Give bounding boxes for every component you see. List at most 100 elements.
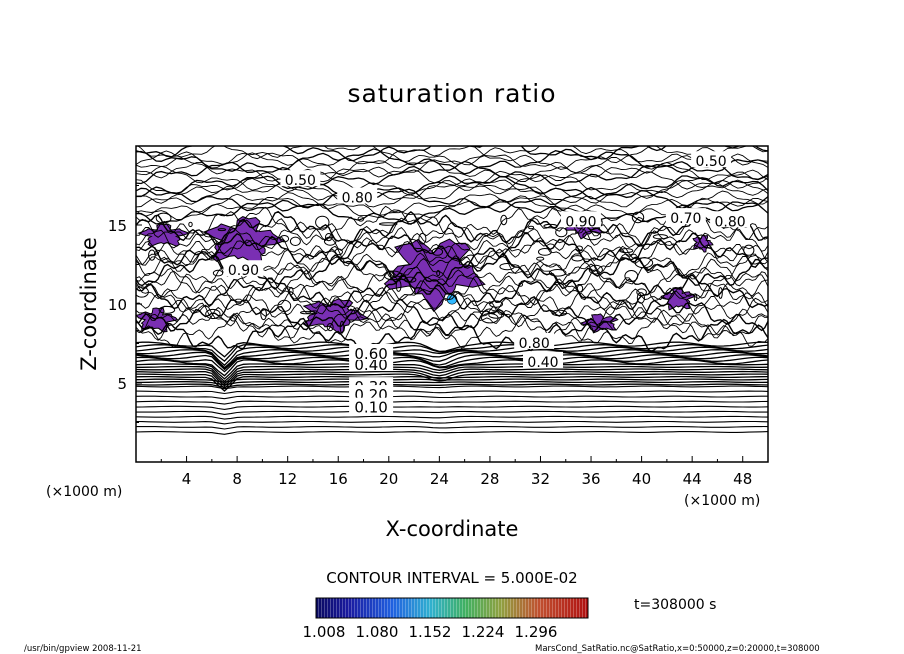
contour-loop <box>636 292 646 304</box>
contour-line <box>136 368 768 385</box>
contour-line <box>136 274 768 311</box>
contour-line <box>136 420 768 425</box>
contour-loop <box>555 227 568 238</box>
contour-line <box>136 400 768 405</box>
colorbar-tick-label: 1.296 <box>515 623 558 641</box>
y-tick-label: 10 <box>108 296 127 314</box>
contour-label-bg <box>349 397 394 414</box>
contour-line <box>136 146 768 170</box>
contour-line <box>136 146 768 162</box>
y-axis: 5 10 15 <box>108 185 142 423</box>
x-tick-label: 32 <box>531 470 550 488</box>
contour-loop <box>693 294 698 302</box>
contour-line <box>136 317 768 355</box>
contour-loop <box>339 320 345 334</box>
contour-loop <box>289 236 301 247</box>
contour-line <box>136 346 768 367</box>
contour-loop <box>300 310 316 315</box>
contour-loop <box>652 234 669 240</box>
contour-label: 0.50 <box>696 154 727 170</box>
contour-line <box>136 190 768 217</box>
contour-loop <box>277 299 292 312</box>
contour-label: 0.50 <box>285 173 316 189</box>
contour-line <box>136 363 768 380</box>
contour-loop <box>431 247 444 256</box>
contour-loop <box>212 269 224 277</box>
contour-label-bg <box>665 208 706 225</box>
contour-line <box>137 146 768 165</box>
colorbar-tick-label: 1.080 <box>356 623 399 641</box>
x-tick-label: 16 <box>329 470 348 488</box>
contour-loop <box>378 222 398 226</box>
plot-area: 0.300.200.100.400.600.500.500.800.900.70… <box>136 146 768 435</box>
colorbar-tick-label: 1.008 <box>303 623 346 641</box>
contour-label: 0.80 <box>714 214 745 230</box>
contour-line <box>136 313 768 349</box>
contour-loop <box>315 215 330 229</box>
contour-line <box>136 383 768 388</box>
x-axis-label: X-coordinate <box>386 517 519 541</box>
contour-loop <box>588 264 603 275</box>
x-tick-label: 48 <box>733 470 752 488</box>
colorbar: 1.008 1.080 1.152 1.224 1.296 <box>303 597 589 641</box>
contour-line <box>136 395 768 400</box>
footer-left: /usr/bin/gpview 2008-11-21 <box>24 644 142 654</box>
contour-line <box>136 390 768 395</box>
contour-loop <box>619 248 634 254</box>
contour-line <box>136 431 768 435</box>
x-tick-label: 36 <box>581 470 600 488</box>
contour-label-bg <box>337 187 378 204</box>
contour-loop <box>518 282 524 287</box>
supersaturated-region <box>692 234 714 253</box>
contour-label: 0.60 <box>354 345 387 363</box>
x-tick-label: 8 <box>232 470 242 488</box>
contour-line <box>136 164 768 191</box>
contour-loop <box>155 212 172 224</box>
contour-loop <box>323 236 337 246</box>
contour-line <box>136 359 768 377</box>
contour-loop <box>582 230 602 241</box>
contour-loop <box>718 287 723 299</box>
contour-loop <box>624 270 639 282</box>
contour-loop <box>499 263 515 271</box>
contour-line <box>136 269 768 306</box>
contour-line <box>136 349 768 369</box>
contour-loop <box>334 248 344 256</box>
contour-line <box>136 354 768 371</box>
contour-loop <box>571 255 584 262</box>
contour-line <box>136 290 768 328</box>
contour-label: 0.40 <box>354 356 387 374</box>
contour-line <box>136 415 768 420</box>
contour-loop <box>528 225 535 230</box>
contour-line <box>136 152 768 179</box>
contour-line <box>136 178 768 204</box>
x-unit-label-right: (×1000 m) <box>684 493 760 509</box>
contour-label: 0.90 <box>228 263 259 279</box>
contour-line <box>136 301 768 338</box>
contour-loop <box>538 248 552 256</box>
x-tick-label: 44 <box>683 470 702 488</box>
contour-loop <box>188 221 193 228</box>
contour-line <box>136 160 768 187</box>
y-axis-label: Z-coordinate <box>77 237 101 371</box>
time-label: t=308000 s <box>634 597 716 613</box>
contour-loop <box>543 223 558 229</box>
contour-loop <box>383 270 403 281</box>
contour-line <box>136 385 768 390</box>
contour-loop <box>536 256 545 261</box>
contour-line <box>136 169 768 196</box>
contour-line <box>136 148 768 175</box>
contour-label: 0.10 <box>354 399 387 417</box>
contour-line <box>136 378 768 383</box>
contour-line <box>136 344 768 362</box>
contour-label-bg <box>710 211 751 228</box>
contour-loop <box>488 311 505 319</box>
contour-label-bg <box>349 343 394 360</box>
x-tick-label: 28 <box>480 470 499 488</box>
colorbar-tick-label: 1.152 <box>409 623 452 641</box>
contour-loop <box>576 284 584 293</box>
contour-loop <box>575 245 584 252</box>
contour-loop <box>548 269 567 277</box>
contour-interval-text: CONTOUR INTERVAL = 5.000E-02 <box>326 569 577 587</box>
contour-line <box>136 410 768 415</box>
